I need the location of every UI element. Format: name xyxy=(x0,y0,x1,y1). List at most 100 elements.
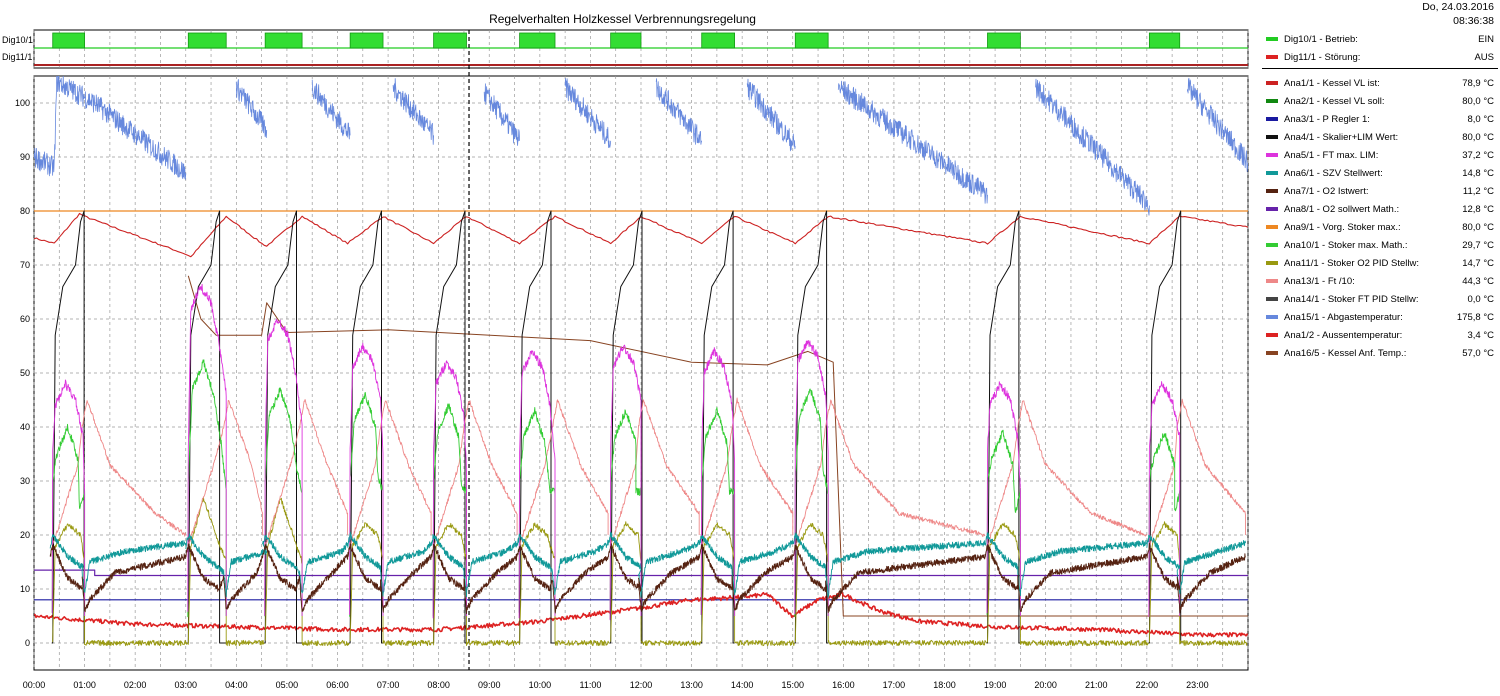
series-line-Ana7-1 xyxy=(984,544,1148,613)
y-tick-label: 100 xyxy=(15,98,30,108)
x-tick-label: 21:00 xyxy=(1085,680,1108,690)
legend-swatch xyxy=(1266,171,1278,175)
series-line-Ana10-1 xyxy=(264,387,303,617)
y-tick-label: 0 xyxy=(25,638,30,648)
series-line-Ana11-1 xyxy=(349,522,433,647)
series-line-Ana10-1 xyxy=(51,423,86,616)
x-tick-label: 03:00 xyxy=(174,680,197,690)
legend-analog-item[interactable]: Ana13/1 - Ft /10: 44,3 °C xyxy=(1262,272,1498,290)
legend-label: Ana6/1 - SZV Stellwert: xyxy=(1284,167,1383,179)
legend-analog-item[interactable]: Ana8/1 - O2 sollwert Math.: 12,8 °C xyxy=(1262,200,1498,218)
series-line-Ana15-1 xyxy=(564,78,612,148)
series-line-Ana11-1 xyxy=(610,521,702,647)
legend-swatch xyxy=(1266,207,1278,211)
legend-swatch xyxy=(1266,55,1278,59)
legend-value: 14,7 °C xyxy=(1462,257,1494,269)
digital-on-block xyxy=(701,32,735,49)
x-tick-label: 13:00 xyxy=(680,680,703,690)
series-line-Ana11-1 xyxy=(1148,521,1248,647)
digital-on-block xyxy=(610,32,642,49)
series-line-Ana10-1 xyxy=(349,392,384,617)
legend-analog-item[interactable]: Ana5/1 - FT max. LIM: 37,2 °C xyxy=(1262,146,1498,164)
series-line-Ana15-1 xyxy=(1035,78,1150,216)
series-line-Ana5-1 xyxy=(518,350,556,619)
series-line-Ana5-1 xyxy=(349,342,384,616)
legend-digital-item[interactable]: Dig11/1 - Störung: AUS xyxy=(1262,48,1498,66)
series-line-Ana16-5 xyxy=(187,275,1248,617)
legend-label: Dig10/1 - Betrieb: xyxy=(1284,33,1358,45)
legend-analog-item[interactable]: Ana11/1 - Stoker O2 PID Stellw: 14,7 °C xyxy=(1262,254,1498,272)
y-tick-label: 40 xyxy=(20,422,30,432)
x-tick-label: 23:00 xyxy=(1186,680,1209,690)
date-label: Do, 24.03.2016 xyxy=(1422,1,1494,13)
series-line-Ana6-1 xyxy=(792,532,986,598)
x-tick-label: 12:00 xyxy=(630,680,653,690)
legend-analog-item[interactable]: Ana15/1 - Abgastemperatur: 175,8 °C xyxy=(1262,308,1498,326)
y-tick-label: 90 xyxy=(20,152,30,162)
legend-analog-item[interactable]: Ana14/1 - Stoker FT PID Stellw: 0,0 °C xyxy=(1262,290,1498,308)
series-line-Ana5-1 xyxy=(187,283,227,616)
legend-analog-item[interactable]: Ana9/1 - Vorg. Stoker max.: 80,0 °C xyxy=(1262,218,1498,236)
series-line-Ana13-1 xyxy=(349,400,432,545)
legend-analog-item[interactable]: Ana10/1 - Stoker max. Math.: 29,7 °C xyxy=(1262,236,1498,254)
trend-chart[interactable]: 0 10 20 30 40 50 60 70 80 90 100 00:00 01:00 02:00 03:… xyxy=(0,0,1260,696)
legend-swatch xyxy=(1266,333,1278,337)
legend-analog-item[interactable]: Ana1/2 - Aussentemperatur: 3,4 °C xyxy=(1262,326,1498,344)
x-tick-label: 17:00 xyxy=(883,680,906,690)
series-line-Ana6-1 xyxy=(607,531,700,598)
legend-analog-item[interactable]: Ana6/1 - SZV Stellwert: 14,8 °C xyxy=(1262,164,1498,182)
series-line-Ana7-1 xyxy=(262,543,349,613)
legend-label: Ana15/1 - Abgastemperatur: xyxy=(1284,311,1403,323)
series-line-Ana13-1 xyxy=(187,400,264,547)
series-line-Ana6-1 xyxy=(347,532,432,597)
x-tick-label: 06:00 xyxy=(326,680,349,690)
legend-value: 80,0 °C xyxy=(1462,95,1494,107)
legend-analog-item[interactable]: Ana4/1 - Skalier+LIM Wert: 80,0 °C xyxy=(1262,128,1498,146)
legend-label: Ana3/1 - P Regler 1: xyxy=(1284,113,1370,125)
legend-label: Ana7/1 - O2 Istwert: xyxy=(1284,185,1369,197)
legend-value: 29,7 °C xyxy=(1462,239,1494,251)
legend-analog-item[interactable]: Ana1/1 - Kessel VL ist: 78,9 °C xyxy=(1262,74,1498,92)
series-line-Ana7-1 xyxy=(607,543,700,612)
series-line-Ana13-1 xyxy=(987,400,1148,547)
legend-label: Ana1/1 - Kessel VL ist: xyxy=(1284,77,1380,89)
digital-on-block xyxy=(1148,32,1181,49)
series-line-Ana11-1 xyxy=(987,522,1149,647)
legend-value: 80,0 °C xyxy=(1462,131,1494,143)
legend-label: Ana13/1 - Ft /10: xyxy=(1284,275,1355,287)
series-line-Ana13-1 xyxy=(264,399,349,546)
series-line-Ana10-1 xyxy=(187,359,227,618)
series-line-Ana6-1 xyxy=(185,533,268,598)
digital-track-label: Dig10/1 xyxy=(2,35,33,45)
series-line-Ana4-1 xyxy=(794,210,829,644)
legend-digital-item[interactable]: Dig10/1 - Betrieb: EIN xyxy=(1262,30,1498,48)
legend-swatch xyxy=(1266,117,1278,121)
series-line-Ana11-1 xyxy=(794,522,987,647)
legend-divider xyxy=(1262,68,1498,69)
x-tick-label: 05:00 xyxy=(276,680,299,690)
digital-on-block xyxy=(794,32,829,49)
series-line-Ana15-1 xyxy=(837,80,988,204)
x-tick-label: 14:00 xyxy=(731,680,754,690)
series-line-Ana13-1 xyxy=(519,399,609,547)
legend-analog-item[interactable]: Ana3/1 - P Regler 1: 8,0 °C xyxy=(1262,110,1498,128)
series-line-Ana6-1 xyxy=(516,533,609,596)
x-tick-label: 16:00 xyxy=(832,680,855,690)
legend-value: EIN xyxy=(1478,33,1494,45)
legend-analog-item[interactable]: Ana7/1 - O2 Istwert: 11,2 °C xyxy=(1262,182,1498,200)
series-line-Ana1-1 xyxy=(34,212,1248,258)
series-line-Ana6-1 xyxy=(984,532,1148,597)
legend-analog-item[interactable]: Ana16/5 - Kessel Anf. Temp.: 57,0 °C xyxy=(1262,344,1498,362)
digital-on-block xyxy=(264,32,303,49)
legend-analog-item[interactable]: Ana2/1 - Kessel VL soll: 80,0 °C xyxy=(1262,92,1498,110)
chart-title: Regelverhalten Holzkessel Verbrennungsre… xyxy=(489,12,756,26)
series-line-Ana11-1 xyxy=(701,522,795,647)
series-line-Ana6-1 xyxy=(262,535,349,594)
series-line-Ana10-1 xyxy=(432,403,467,617)
legend-label: Ana5/1 - FT max. LIM: xyxy=(1284,149,1379,161)
legend-value: 78,9 °C xyxy=(1462,77,1494,89)
x-tick-label: 15:00 xyxy=(781,680,804,690)
legend-swatch xyxy=(1266,261,1278,265)
series-line-Ana7-1 xyxy=(347,543,432,613)
series-line-Ana6-1 xyxy=(1146,534,1246,595)
